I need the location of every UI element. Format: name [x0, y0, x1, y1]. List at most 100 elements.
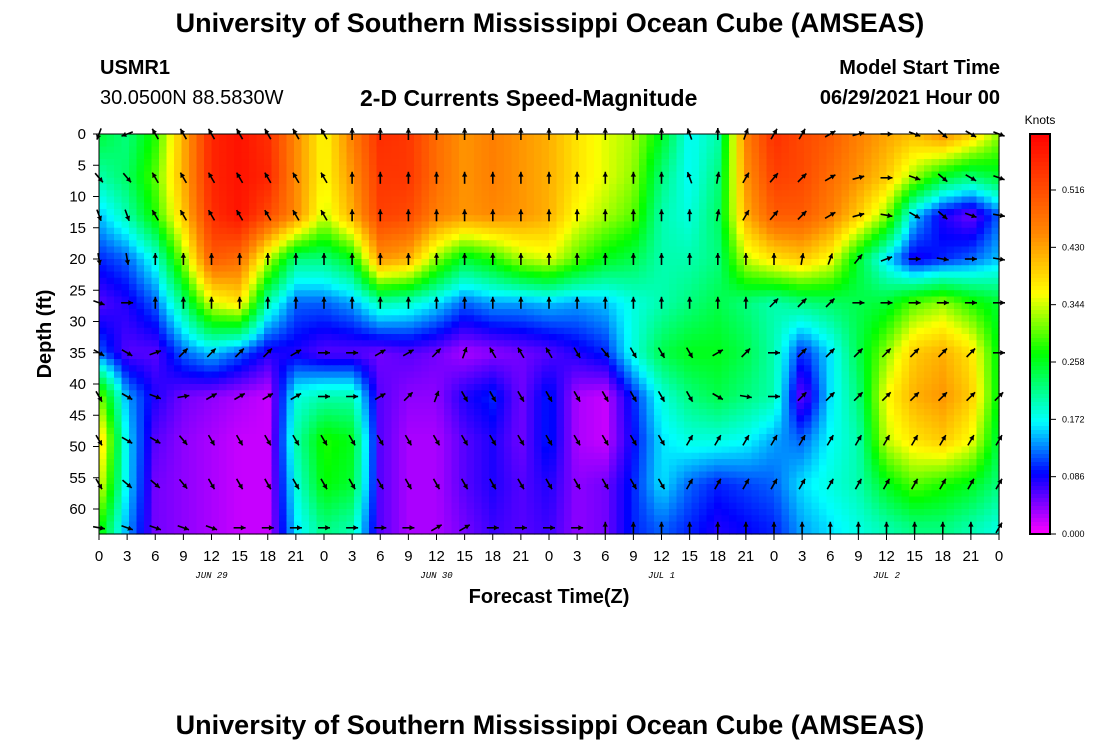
- heatmap-cell: [744, 334, 753, 341]
- heatmap-cell: [241, 315, 250, 323]
- heatmap-cell: [781, 140, 790, 148]
- heatmap-cell: [316, 184, 325, 191]
- heatmap-cell: [331, 240, 340, 248]
- heatmap-cell: [301, 377, 310, 385]
- heatmap-cell: [721, 227, 730, 235]
- heatmap-cell: [706, 240, 715, 248]
- heatmap-cell: [751, 277, 760, 285]
- heatmap-cell: [324, 215, 333, 223]
- heatmap-cell: [729, 221, 738, 229]
- heatmap-cell: [121, 140, 130, 148]
- heatmap-cell: [616, 209, 625, 216]
- heatmap-cell: [721, 302, 730, 310]
- heatmap-cell: [316, 252, 325, 260]
- heatmap-cell: [744, 184, 753, 191]
- heatmap-cell: [916, 202, 925, 210]
- heatmap-cell: [489, 221, 498, 229]
- heatmap-cell: [196, 296, 205, 304]
- heatmap-cell: [384, 309, 393, 316]
- heatmap-cell: [226, 165, 235, 173]
- heatmap-cell: [646, 240, 655, 248]
- heatmap-cell: [534, 277, 543, 285]
- heatmap-cell: [586, 265, 595, 273]
- heatmap-cell: [286, 334, 295, 341]
- heatmap-cell: [789, 321, 798, 329]
- heatmap-cell: [811, 284, 820, 291]
- heatmap-cell: [909, 284, 918, 291]
- heatmap-cell: [804, 215, 813, 223]
- heatmap-cell: [421, 259, 430, 266]
- heatmap-cell: [699, 321, 708, 329]
- heatmap-cell: [421, 196, 430, 204]
- heatmap-cell: [879, 246, 888, 254]
- heatmap-cell: [624, 327, 633, 335]
- heatmap-cell: [639, 284, 648, 291]
- heatmap-cell: [391, 340, 400, 348]
- heatmap-cell: [984, 196, 993, 204]
- heatmap-cell: [864, 377, 873, 385]
- heatmap-cell: [106, 152, 115, 160]
- heatmap-cell: [894, 321, 903, 329]
- heatmap-cell: [526, 234, 535, 241]
- heatmap-cell: [211, 196, 220, 204]
- heatmap-cell: [856, 327, 865, 335]
- heatmap-cell: [564, 296, 573, 304]
- heatmap-cell: [129, 184, 138, 191]
- heatmap-cell: [729, 315, 738, 323]
- heatmap-cell: [264, 202, 273, 210]
- heatmap-cell: [631, 152, 640, 160]
- heatmap-cell: [376, 271, 385, 279]
- heatmap-cell: [519, 215, 528, 223]
- heatmap-cell: [399, 315, 408, 323]
- heatmap-cell: [279, 271, 288, 279]
- heatmap-cell: [279, 140, 288, 148]
- heatmap-cell: [594, 227, 603, 235]
- heatmap-cell: [354, 277, 363, 285]
- heatmap-cell: [414, 309, 423, 316]
- heatmap-cell: [759, 190, 768, 198]
- heatmap-cell: [736, 134, 745, 141]
- heatmap-cell: [174, 365, 183, 373]
- heatmap-cell: [346, 271, 355, 279]
- heatmap-cell: [541, 134, 550, 141]
- heatmap-cell: [586, 159, 595, 166]
- heatmap-cell: [909, 346, 918, 354]
- heatmap-cell: [676, 215, 685, 223]
- heatmap-cell: [271, 177, 280, 185]
- heatmap-cell: [106, 171, 115, 179]
- heatmap-cell: [339, 315, 348, 323]
- heatmap-cell: [99, 384, 108, 391]
- heatmap-cell: [691, 265, 700, 273]
- heatmap-cell: [241, 309, 250, 316]
- heatmap-cell: [459, 234, 468, 241]
- heatmap-cell: [864, 384, 873, 391]
- heatmap-cell: [309, 134, 318, 141]
- heatmap-cell: [219, 265, 228, 273]
- heatmap-cell: [301, 134, 310, 141]
- heatmap-cell: [459, 177, 468, 185]
- heatmap-cell: [414, 321, 423, 329]
- heatmap-cell: [534, 390, 543, 398]
- heatmap-cell: [766, 377, 775, 385]
- heatmap-cell: [594, 334, 603, 341]
- heatmap-cell: [309, 171, 318, 179]
- heatmap-cell: [511, 240, 520, 248]
- heatmap-cell: [346, 321, 355, 329]
- heatmap-cell: [331, 377, 340, 385]
- heatmap-cell: [151, 359, 160, 366]
- heatmap-cell: [391, 177, 400, 185]
- heatmap-cell: [519, 315, 528, 323]
- heatmap-cell: [324, 340, 333, 348]
- heatmap-cell: [129, 140, 138, 148]
- heatmap-cell: [129, 165, 138, 173]
- heatmap-cell: [586, 365, 595, 373]
- heatmap-cell: [181, 390, 190, 398]
- heatmap-cell: [316, 302, 325, 310]
- heatmap-cell: [796, 177, 805, 185]
- heatmap-cell: [654, 296, 663, 304]
- heatmap-cell: [954, 277, 963, 285]
- heatmap-cell: [114, 259, 123, 266]
- heatmap-cell: [871, 309, 880, 316]
- heatmap-cell: [736, 302, 745, 310]
- heatmap-cell: [751, 284, 760, 291]
